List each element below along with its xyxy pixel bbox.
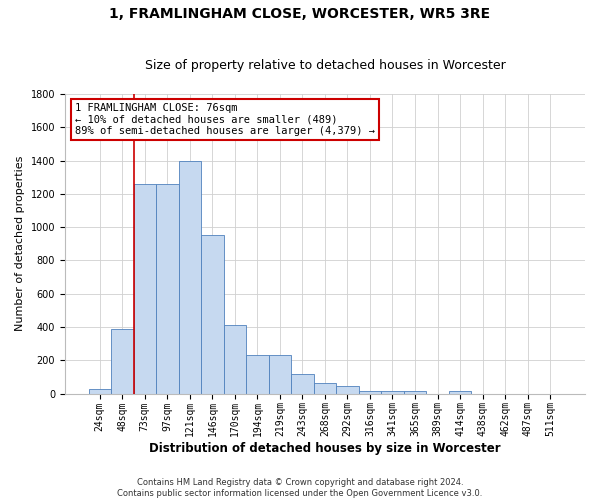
- Bar: [89, 390, 111, 394]
- Title: Size of property relative to detached houses in Worcester: Size of property relative to detached ho…: [145, 59, 505, 72]
- Bar: [134, 184, 156, 394]
- Bar: [381, 391, 404, 394]
- Bar: [201, 236, 224, 394]
- Text: 1 FRAMLINGHAM CLOSE: 76sqm
← 10% of detached houses are smaller (489)
89% of sem: 1 FRAMLINGHAM CLOSE: 76sqm ← 10% of deta…: [76, 103, 376, 136]
- Bar: [224, 326, 246, 394]
- Bar: [359, 391, 381, 394]
- Y-axis label: Number of detached properties: Number of detached properties: [15, 156, 25, 332]
- Bar: [246, 356, 269, 394]
- Bar: [336, 386, 359, 394]
- Text: Contains HM Land Registry data © Crown copyright and database right 2024.
Contai: Contains HM Land Registry data © Crown c…: [118, 478, 482, 498]
- X-axis label: Distribution of detached houses by size in Worcester: Distribution of detached houses by size …: [149, 442, 501, 455]
- Bar: [314, 382, 336, 394]
- Bar: [111, 328, 134, 394]
- Bar: [179, 162, 201, 394]
- Bar: [269, 356, 291, 394]
- Bar: [449, 391, 471, 394]
- Bar: [156, 184, 179, 394]
- Text: 1, FRAMLINGHAM CLOSE, WORCESTER, WR5 3RE: 1, FRAMLINGHAM CLOSE, WORCESTER, WR5 3RE: [109, 8, 491, 22]
- Bar: [404, 391, 426, 394]
- Bar: [291, 374, 314, 394]
